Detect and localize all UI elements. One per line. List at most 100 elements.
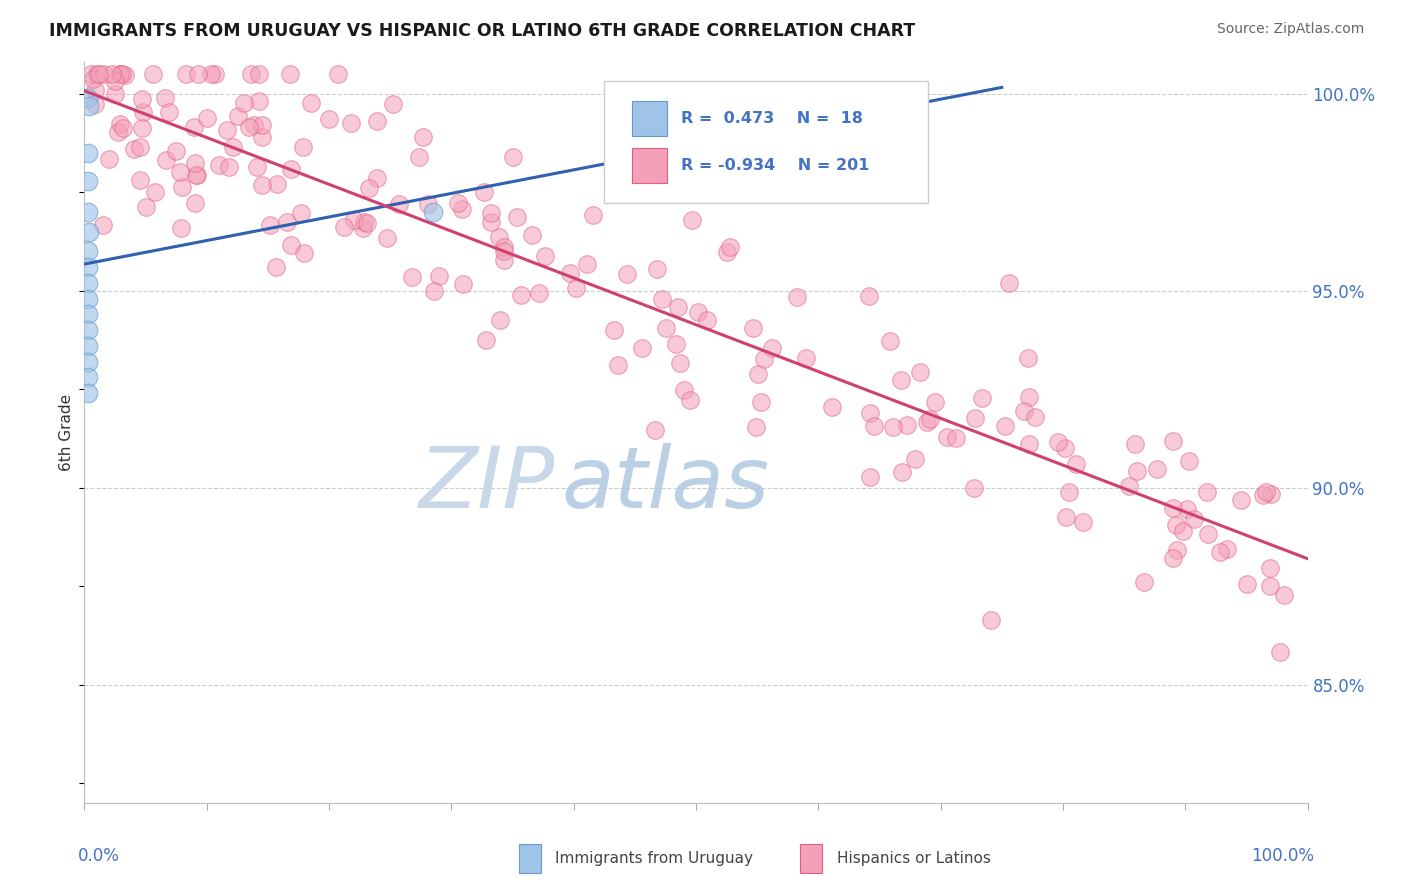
Point [382, 96, 405, 111]
Point [401, 269, 423, 284]
Point [666, 300, 689, 314]
Point [520, 227, 543, 242]
Point [292, 139, 315, 153]
Point [77, 244, 100, 259]
Point [200, 67, 222, 81]
Point [1178, 454, 1201, 468]
Point [879, 334, 901, 348]
Point [155, 153, 177, 167]
Text: atlas: atlas [561, 443, 769, 526]
Point [1268, 645, 1291, 659]
Bar [519, 844, 541, 873]
FancyBboxPatch shape [605, 81, 928, 203]
Point [183, 120, 205, 134]
Point [1171, 524, 1194, 539]
Point [290, 206, 312, 220]
Point [107, 125, 129, 139]
Point [645, 261, 668, 276]
Point [104, 73, 127, 87]
Point [79, 67, 101, 81]
Point [1018, 390, 1040, 404]
Point [742, 321, 765, 335]
Point [340, 116, 363, 130]
Point [174, 67, 197, 81]
Point [679, 393, 702, 408]
Point [91, 218, 114, 232]
Point [1251, 487, 1274, 501]
Point [153, 90, 176, 104]
Point [1258, 579, 1281, 593]
Text: IMMIGRANTS FROM URUGUAY VS HISPANIC OR LATINO 6TH GRADE CORRELATION CHART: IMMIGRANTS FROM URUGUAY VS HISPANIC OR L… [49, 22, 915, 40]
Point [280, 162, 302, 177]
Point [786, 290, 808, 304]
Point [820, 401, 842, 415]
Point [696, 312, 718, 326]
Point [489, 312, 512, 326]
Point [131, 92, 153, 106]
Point [565, 281, 588, 295]
Point [935, 430, 957, 444]
Point [1018, 437, 1040, 451]
Point [1053, 442, 1076, 456]
Point [87, 67, 110, 81]
Point [77, 308, 100, 322]
Point [252, 178, 274, 192]
Point [1118, 479, 1140, 493]
Point [451, 277, 474, 291]
Point [170, 180, 193, 194]
Point [242, 119, 264, 133]
Point [108, 67, 131, 81]
Point [1256, 485, 1278, 500]
Text: ZIP: ZIP [419, 443, 555, 526]
Point [510, 287, 533, 301]
Point [326, 67, 349, 81]
Point [963, 481, 986, 495]
Point [655, 321, 678, 335]
Point [186, 168, 208, 182]
Point [502, 150, 524, 164]
Point [77, 173, 100, 187]
Point [247, 94, 270, 108]
Point [218, 160, 240, 174]
Point [77, 276, 100, 290]
Point [558, 266, 581, 280]
Point [1012, 404, 1035, 418]
Point [492, 244, 515, 259]
Point [157, 104, 180, 119]
Point [108, 67, 131, 81]
Point [264, 260, 287, 274]
Point [333, 219, 356, 234]
Point [488, 230, 510, 244]
Point [863, 418, 886, 433]
Point [1017, 351, 1039, 365]
Point [1229, 493, 1251, 508]
Point [1123, 437, 1146, 451]
Point [475, 333, 498, 347]
Point [603, 323, 626, 337]
Point [651, 292, 673, 306]
Point [84, 96, 107, 111]
Point [1126, 464, 1149, 478]
Point [77, 339, 100, 353]
Point [217, 123, 239, 137]
Text: R =  0.473    N =  18: R = 0.473 N = 18 [682, 111, 863, 126]
Point [581, 208, 603, 222]
Point [352, 220, 374, 235]
Point [77, 146, 100, 161]
Point [665, 336, 688, 351]
Point [128, 173, 150, 187]
Point [266, 177, 288, 191]
Text: 100.0%: 100.0% [1251, 847, 1313, 865]
Point [77, 386, 100, 401]
Point [1272, 588, 1295, 602]
Point [1133, 574, 1156, 589]
Point [716, 245, 738, 260]
Point [226, 109, 249, 123]
Point [187, 67, 209, 81]
Point [143, 185, 166, 199]
Point [1161, 434, 1184, 448]
Point [1216, 541, 1239, 556]
Point [472, 185, 495, 199]
Point [972, 391, 994, 405]
Point [1260, 487, 1282, 501]
